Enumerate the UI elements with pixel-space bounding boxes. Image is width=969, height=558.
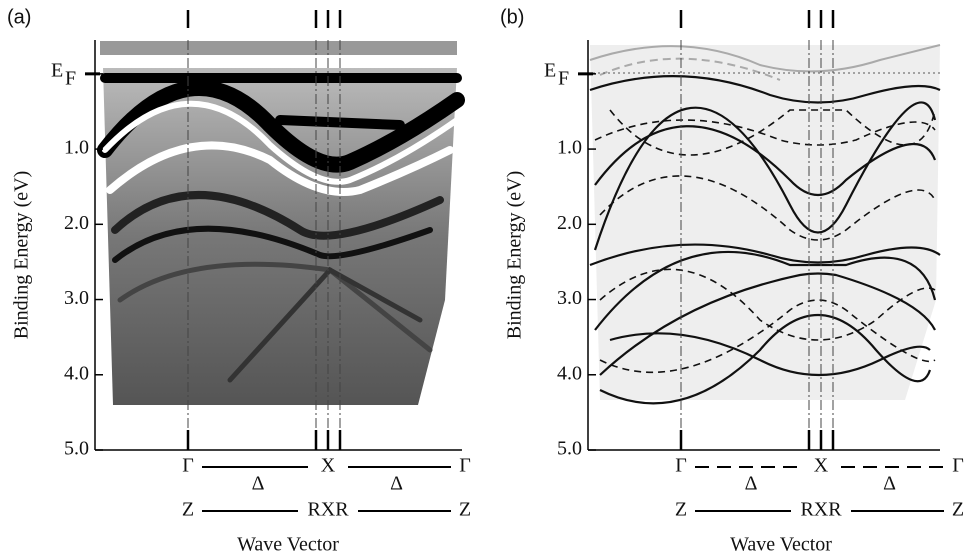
y-tick-label: 4.0 xyxy=(557,362,582,384)
k-point-label: Γ xyxy=(952,455,964,477)
y-tick-label-sub: F xyxy=(65,67,76,89)
x-axis-label: Wave Vector xyxy=(730,534,832,556)
panel-label: (a) xyxy=(7,6,31,28)
y-axis-label: Binding Energy (eV) xyxy=(504,171,526,340)
y-tick-label: 4.0 xyxy=(64,362,89,384)
k-line-label: Δ xyxy=(390,473,403,495)
k-line-label: Δ xyxy=(745,473,758,495)
y-tick-label: 1.0 xyxy=(64,137,89,159)
k-point-label: Γ xyxy=(675,455,687,477)
k-point-label: X xyxy=(321,455,336,477)
y-tick-label: 3.0 xyxy=(557,287,582,309)
k-point-label: Z xyxy=(952,499,964,521)
k-point-label: Γ xyxy=(182,455,194,477)
band-structure xyxy=(588,44,941,405)
y-tick-label-sub: F xyxy=(558,67,569,89)
y-tick-label: 2.0 xyxy=(557,212,582,234)
y-tick-label: E xyxy=(544,59,556,81)
y-tick-label: 5.0 xyxy=(64,438,89,460)
k-point-label: X xyxy=(814,455,829,477)
k-point-label: Z xyxy=(675,499,687,521)
k-point-label: Z xyxy=(459,499,471,521)
panel-label: (b) xyxy=(500,6,524,28)
k-point-label: RXR xyxy=(307,499,349,521)
y-tick-label: 2.0 xyxy=(64,212,89,234)
y-tick-label: E xyxy=(51,59,63,81)
k-point-label: Z xyxy=(182,499,194,521)
y-tick-label: 3.0 xyxy=(64,287,89,309)
arpes-image xyxy=(97,41,465,405)
k-point-label: RXR xyxy=(800,499,842,521)
y-tick-label: 1.0 xyxy=(557,137,582,159)
k-line-label: Δ xyxy=(252,473,265,495)
y-tick-label: 5.0 xyxy=(557,438,582,460)
y-axis-label: Binding Energy (eV) xyxy=(11,171,33,340)
k-line-label: Δ xyxy=(883,473,896,495)
x-axis-label: Wave Vector xyxy=(237,534,339,556)
k-point-label: Γ xyxy=(459,455,471,477)
